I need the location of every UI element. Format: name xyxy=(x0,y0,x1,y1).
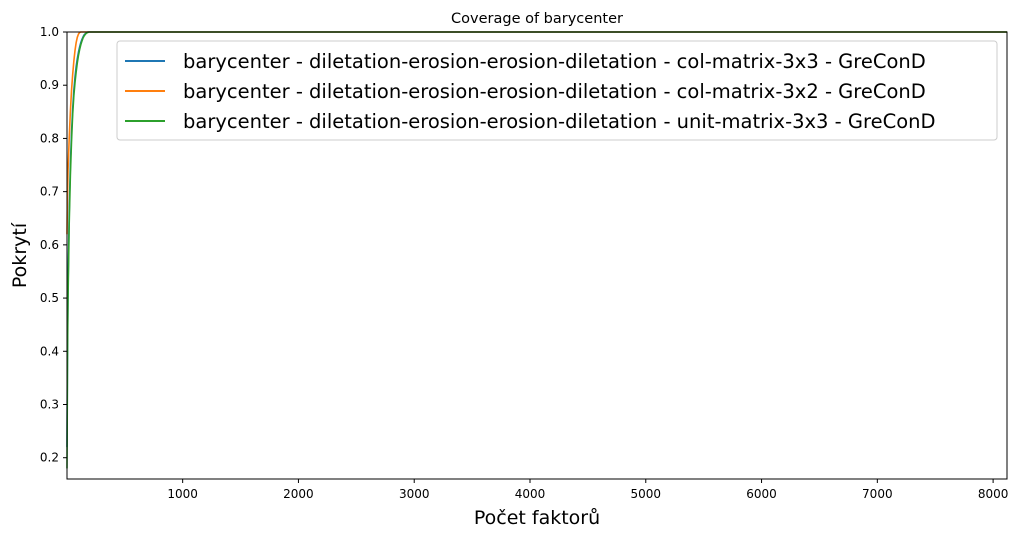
y-tick-label: 0.5 xyxy=(40,291,59,305)
legend-box xyxy=(116,40,998,141)
y-tick-label: 0.3 xyxy=(40,398,59,412)
y-tick-label: 0.4 xyxy=(40,344,59,358)
x-tick-label: 7000 xyxy=(862,487,893,501)
plot-frame xyxy=(66,31,1008,480)
x-tick-label: 1000 xyxy=(167,487,198,501)
series-line-3 xyxy=(66,31,1007,469)
x-tick-label: 3000 xyxy=(399,487,430,501)
y-tick-label: 0.7 xyxy=(40,185,59,199)
y-tick-label: 0.2 xyxy=(40,451,59,465)
x-tick-label: 2000 xyxy=(283,487,314,501)
x-tick-label: 4000 xyxy=(515,487,546,501)
x-tick-label: 6000 xyxy=(746,487,777,501)
y-axis-ticks: 0.2 0.3 0.4 0.5 0.6 0.7 0.8 0.9 1.0 xyxy=(40,25,67,465)
y-tick-label: 0.9 xyxy=(40,78,59,92)
y-tick-label: 0.6 xyxy=(40,238,59,252)
legend: barycenter - diletation-erosion-erosion-… xyxy=(116,40,998,141)
y-axis-label: Pokrytí xyxy=(9,222,31,288)
x-tick-label: 5000 xyxy=(630,487,661,501)
legend-label: barycenter - diletation-erosion-erosion-… xyxy=(183,80,926,103)
y-tick-label: 0.8 xyxy=(40,131,59,145)
legend-label: barycenter - diletation-erosion-erosion-… xyxy=(183,50,926,73)
legend-label: barycenter - diletation-erosion-erosion-… xyxy=(183,110,936,133)
chart-title: Coverage of barycenter xyxy=(451,11,623,27)
y-tick-label: 1.0 xyxy=(40,25,59,39)
x-axis-label: Počet faktorů xyxy=(474,507,600,529)
x-axis-ticks: 1000 2000 3000 4000 5000 6000 7000 8000 xyxy=(167,479,1008,501)
x-tick-label: 8000 xyxy=(978,487,1009,501)
